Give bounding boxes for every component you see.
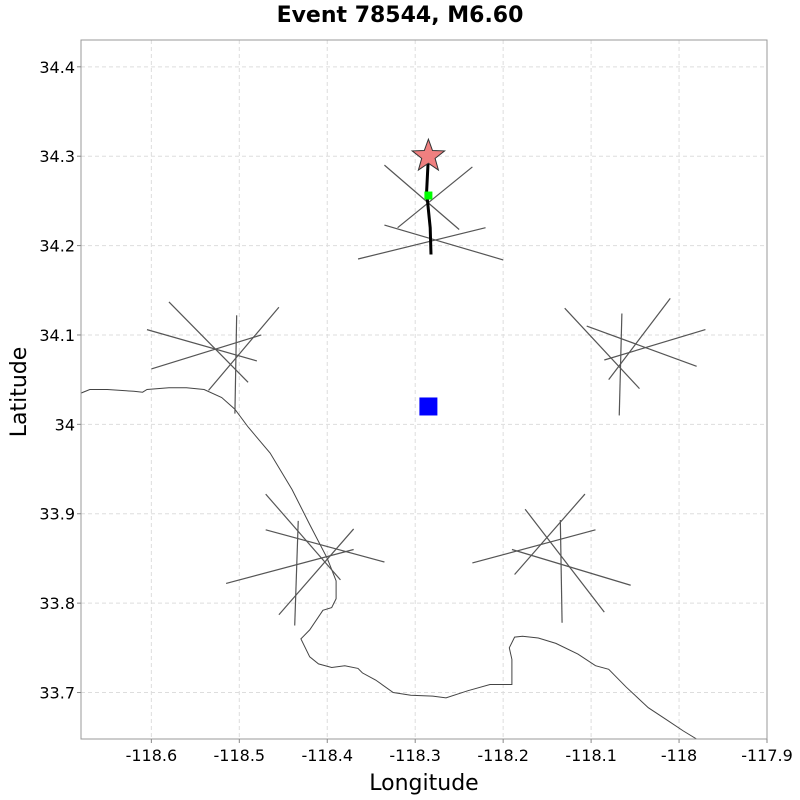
y-axis-label: Latitude <box>7 347 32 438</box>
fault-segment <box>294 520 299 626</box>
y-tick-label: 34.4 <box>39 58 75 77</box>
fault-segment <box>265 529 385 563</box>
y-tick-label: 33.7 <box>39 684 75 703</box>
coastline-path <box>81 387 697 739</box>
station-marker <box>419 397 438 416</box>
grid-lines <box>81 40 768 739</box>
rupture-line <box>425 156 433 255</box>
plot-frame <box>80 39 768 740</box>
fault-segment <box>604 329 706 361</box>
fault-segment <box>559 519 563 623</box>
y-tick-label: 34.1 <box>39 326 75 345</box>
fault-segment <box>146 329 258 362</box>
fault-segment <box>472 529 596 564</box>
x-tick-label: -118.1 <box>565 746 617 765</box>
fault-cluster <box>564 297 706 416</box>
x-tick-label: -118.2 <box>477 746 529 765</box>
fault-segment <box>265 493 341 581</box>
fault-segment <box>586 325 697 367</box>
x-tick-label: -118.6 <box>126 746 178 765</box>
x-tick-label: -117.9 <box>741 746 793 765</box>
fault-segment <box>278 528 355 616</box>
fault-segment <box>225 548 354 585</box>
fault-segment <box>151 334 262 370</box>
rupture-trace <box>425 156 433 255</box>
fault-cluster <box>472 493 631 623</box>
fault-cluster <box>225 493 385 626</box>
y-tick-label: 34 <box>55 415 75 434</box>
fault-segment <box>511 548 631 586</box>
y-tick-label: 34.3 <box>39 147 75 166</box>
fault-segment <box>514 493 586 575</box>
fault-segment <box>608 297 671 381</box>
fault-cluster <box>146 301 280 414</box>
x-tick-label: -118.5 <box>214 746 266 765</box>
fault-lines <box>146 164 706 626</box>
y-tick-label: 33.8 <box>39 594 75 613</box>
x-tick-label: -118.3 <box>389 746 441 765</box>
hypocenter-marker <box>424 191 433 200</box>
fault-segment <box>524 508 605 613</box>
x-axis-label: Longitude <box>369 771 478 796</box>
event-markers <box>410 137 446 416</box>
epicenter-star-icon <box>410 137 446 172</box>
y-tick-label: 34.2 <box>39 237 75 256</box>
x-axis-ticks: -118.6 -118.5 -118.4 -118.3 -118.2 -118.1 -118… <box>126 739 793 765</box>
chart-title: Event 78544, M6.60 <box>277 3 524 28</box>
fault-segment <box>208 306 280 391</box>
fault-segment <box>564 307 640 390</box>
coastline <box>81 387 697 739</box>
fault-segment <box>397 166 473 229</box>
fault-segment <box>384 224 504 261</box>
y-axis-ticks: 33.7 33.8 33.9 34 34.1 34.2 34.3 34.4 <box>39 58 81 703</box>
fault-segment <box>234 315 238 414</box>
fault-segment <box>384 164 460 230</box>
x-tick-label: -118.4 <box>301 746 353 765</box>
fault-segment <box>168 301 249 383</box>
fault-segment <box>618 313 623 416</box>
y-tick-label: 33.9 <box>39 505 75 524</box>
fault-segment <box>357 227 486 260</box>
fault-cluster <box>357 164 504 261</box>
x-tick-label: -118 <box>661 746 697 765</box>
